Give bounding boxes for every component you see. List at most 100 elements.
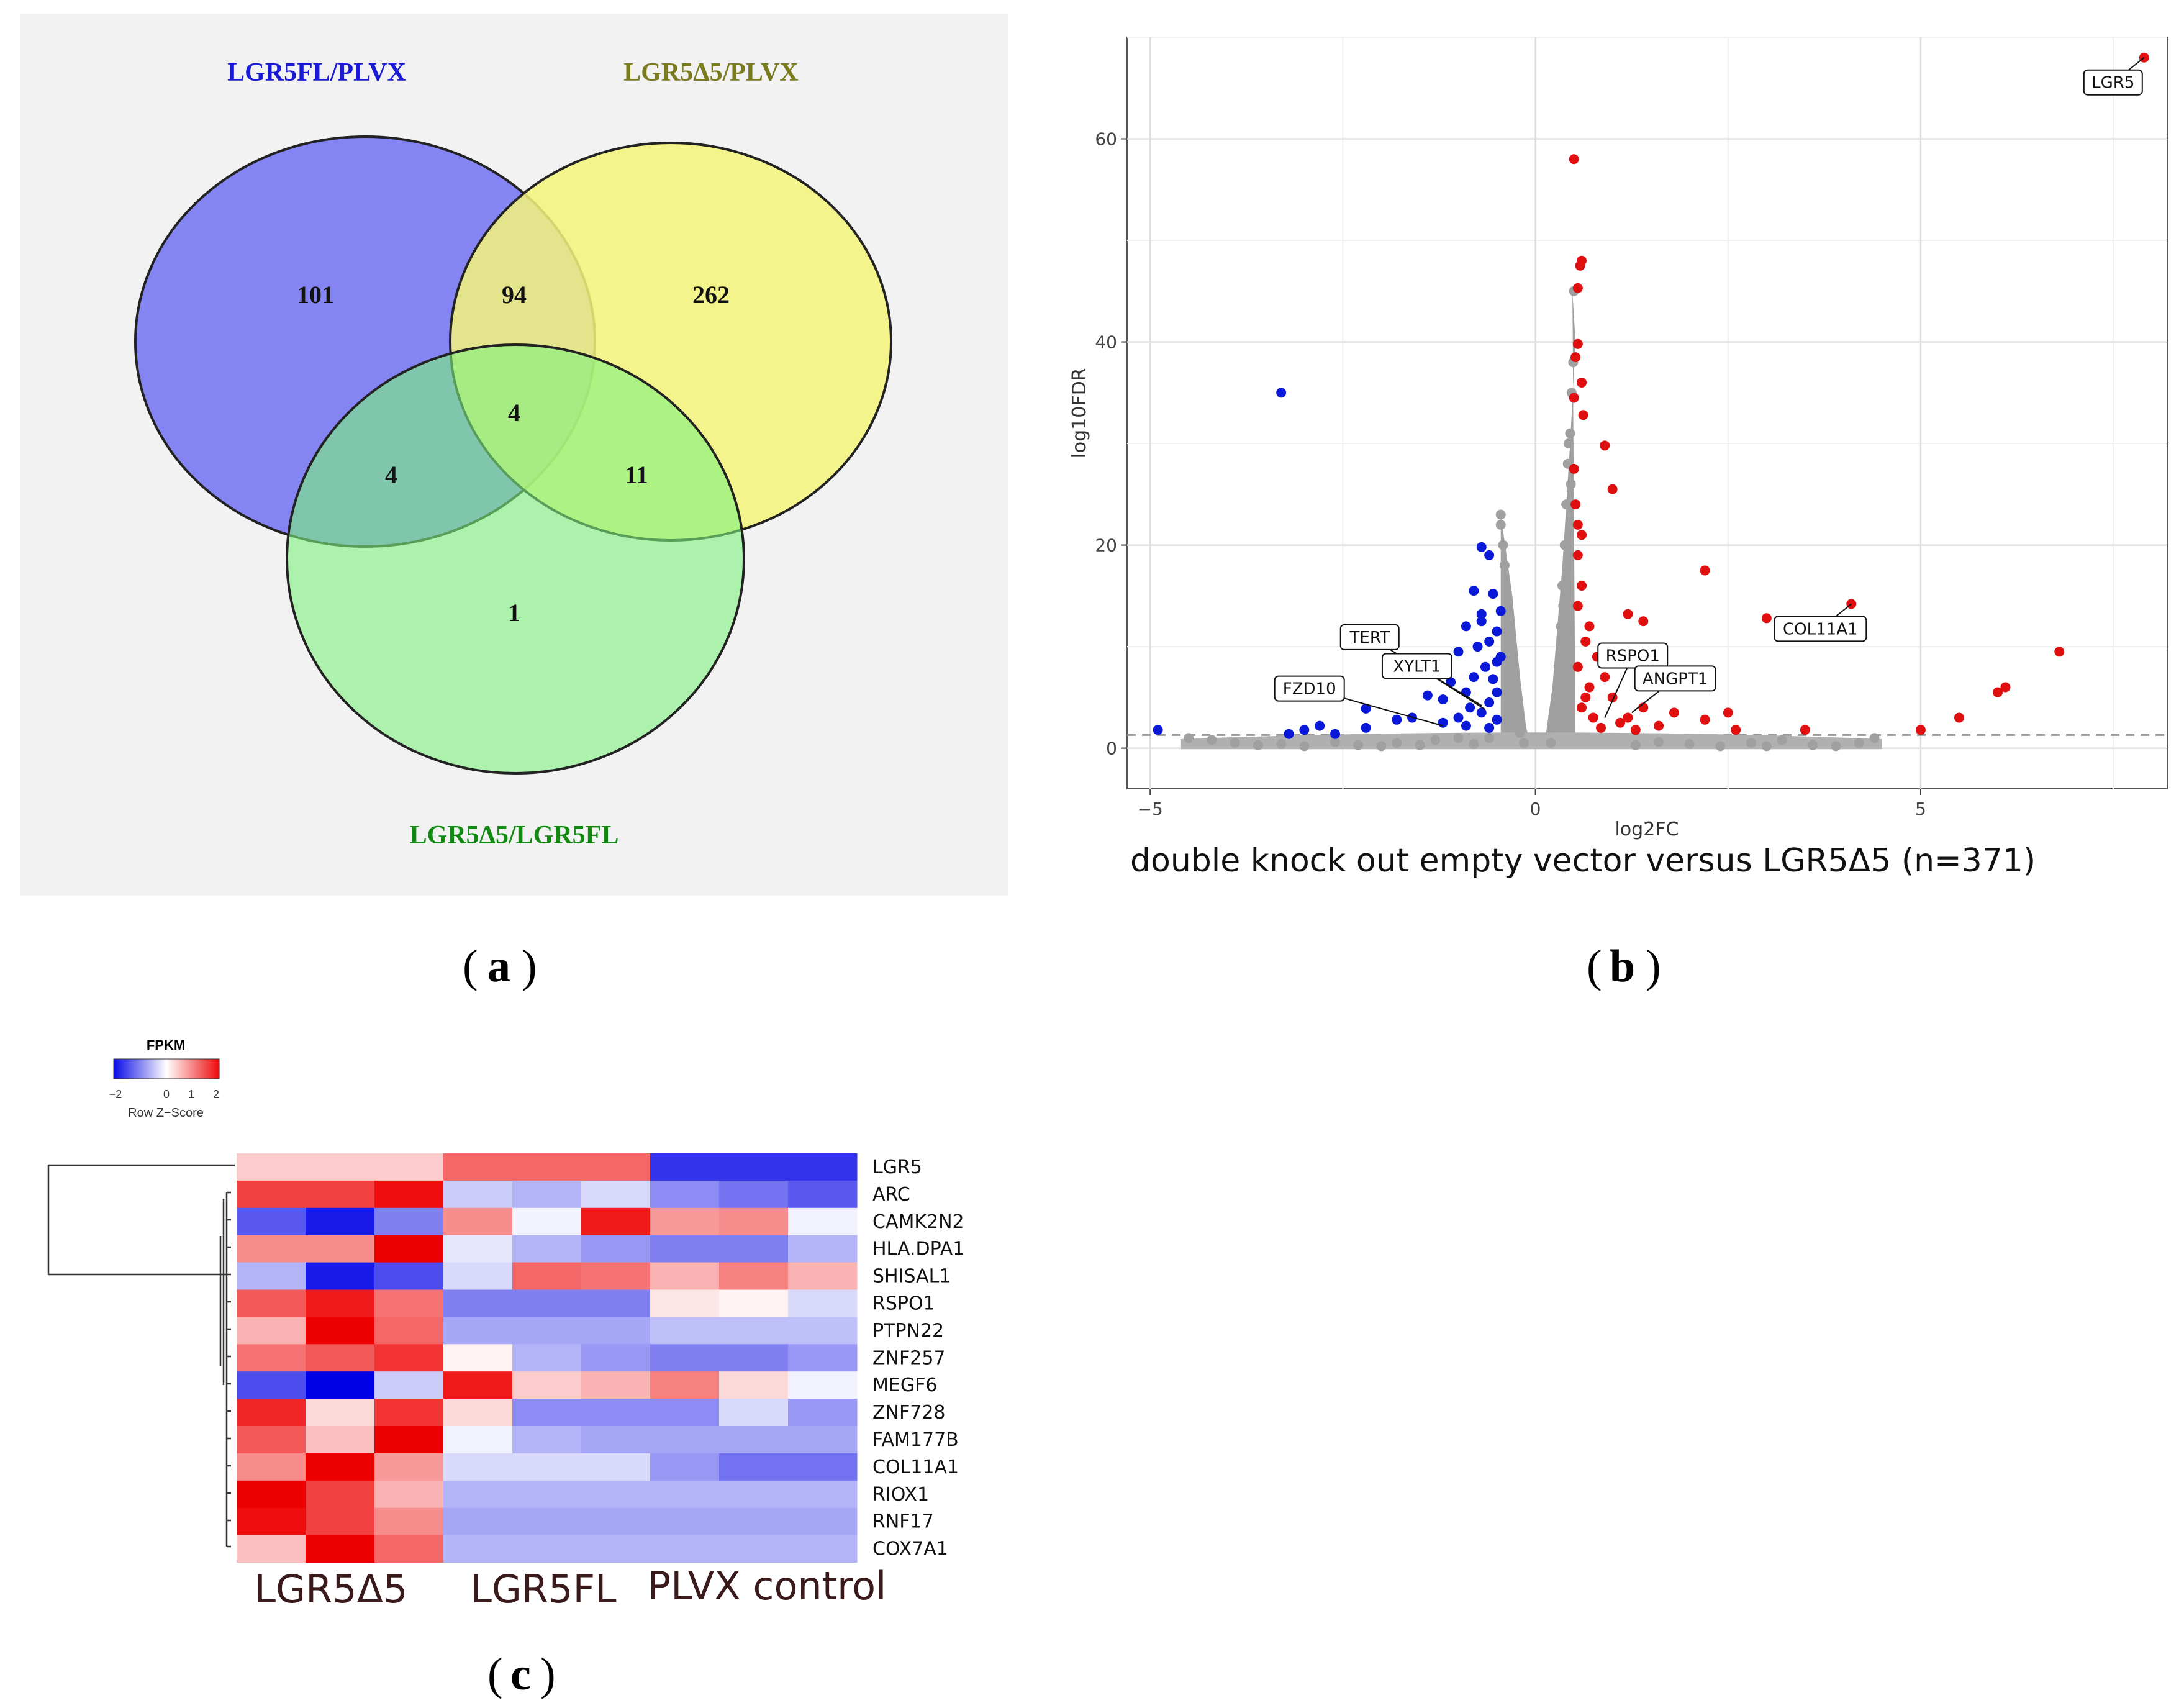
y-tick-label: 20 bbox=[1095, 535, 1117, 556]
volcano-point-up bbox=[1569, 393, 1579, 403]
heatmap-cell bbox=[306, 1180, 375, 1209]
volcano-point-ns bbox=[1484, 733, 1495, 743]
volcano-point-up bbox=[1993, 687, 2003, 697]
gene-row-label: SHISAL1 bbox=[872, 1266, 951, 1288]
volcano-point-ns bbox=[1869, 733, 1880, 743]
volcano-point-up bbox=[1577, 580, 1587, 591]
volcano-point-ns bbox=[1746, 738, 1756, 748]
volcano-point-up bbox=[1584, 682, 1595, 693]
heatmap-cell bbox=[237, 1480, 306, 1509]
y-tick-label: 60 bbox=[1095, 129, 1117, 150]
heatmap-cell bbox=[650, 1453, 720, 1481]
heatmap-cell bbox=[788, 1207, 858, 1236]
heatmap-cell bbox=[581, 1371, 651, 1399]
volcano-point-up bbox=[1572, 661, 1583, 672]
gene-row-label: ZNF728 bbox=[872, 1402, 946, 1424]
volcano-point-down bbox=[1438, 717, 1448, 728]
heatmap-cell bbox=[788, 1317, 858, 1345]
heatmap-cell bbox=[374, 1344, 444, 1372]
heatmap-legend-colorbar bbox=[113, 1058, 220, 1079]
heatmap-cell bbox=[788, 1535, 858, 1563]
heatmap-cell bbox=[719, 1453, 789, 1481]
svg-text:): ) bbox=[522, 941, 537, 992]
heatmap-cell bbox=[237, 1262, 306, 1290]
volcano-point-ns bbox=[1557, 580, 1568, 591]
volcano-point-up bbox=[1570, 499, 1581, 510]
gene-label-box bbox=[1274, 675, 1345, 702]
heatmap-cell bbox=[581, 1235, 651, 1263]
volcano-point-ns bbox=[1499, 560, 1510, 571]
volcano-grid bbox=[1127, 37, 2167, 789]
panel-label-b: ( b ) bbox=[1587, 941, 1661, 992]
heatmap-legend-title: FPKM bbox=[147, 1037, 185, 1053]
volcano-point-up bbox=[1623, 712, 1633, 723]
gene-row-label: FAM177B bbox=[872, 1429, 959, 1451]
heatmap-cell bbox=[237, 1399, 306, 1427]
volcano-point-down bbox=[1153, 725, 1163, 735]
heatmap-cell bbox=[443, 1153, 513, 1181]
heatmap-cell bbox=[306, 1207, 375, 1236]
gene-label-col11a1: COL11A1 bbox=[1783, 620, 1858, 638]
heatmap-cell bbox=[719, 1344, 789, 1372]
volcano-point-down bbox=[1284, 729, 1294, 739]
heatmap-cell bbox=[788, 1426, 858, 1454]
gene-label-box bbox=[1381, 653, 1452, 679]
heatmap-cell bbox=[581, 1426, 651, 1454]
heatmap-legend-subtitle: Row Z−Score bbox=[128, 1106, 204, 1120]
volcano-point-up bbox=[1761, 613, 1772, 624]
volcano-point-up bbox=[1572, 338, 1583, 349]
volcano-point-down bbox=[1422, 690, 1433, 701]
heatmap-cell bbox=[512, 1371, 582, 1399]
heatmap-cell bbox=[650, 1317, 720, 1345]
gene-label-box bbox=[1634, 665, 1716, 692]
volcano-point-ns bbox=[1515, 728, 1525, 738]
heatmap-cell bbox=[374, 1399, 444, 1427]
heatmap-cell bbox=[719, 1289, 789, 1317]
volcano-point-up bbox=[1731, 725, 1741, 735]
venn-set-label-comp: LGR5Δ5/LGR5FL bbox=[410, 821, 619, 850]
volcano-x-axis-label: log2FC bbox=[1615, 819, 1679, 840]
heatmap-cell bbox=[650, 1371, 720, 1399]
volcano-point-down bbox=[1453, 647, 1464, 657]
gene-row-label: ARC bbox=[872, 1184, 910, 1206]
volcano-point-ns bbox=[1505, 652, 1515, 662]
heatmap-cell bbox=[306, 1153, 375, 1181]
volcano-y-axis-label: log10FDR bbox=[1069, 368, 1090, 458]
volcano-point-ns bbox=[1230, 738, 1240, 748]
gene-label-rspo1: RSPO1 bbox=[1606, 647, 1660, 666]
volcano-point-up bbox=[1578, 410, 1588, 420]
volcano-point-up bbox=[1800, 725, 1810, 735]
heatmap-cell bbox=[719, 1371, 789, 1399]
heatmap-cell bbox=[650, 1535, 720, 1563]
svg-text:(: ( bbox=[1587, 941, 1602, 992]
panel-label-c: ( c ) bbox=[487, 1649, 556, 1700]
volcano-point-down bbox=[1476, 542, 1487, 552]
heatmap-cell bbox=[788, 1480, 858, 1509]
heatmap-cell bbox=[512, 1426, 582, 1454]
heatmap-cell bbox=[237, 1317, 306, 1345]
volcano-point-down bbox=[1476, 707, 1487, 718]
volcano-point-up bbox=[1654, 720, 1664, 731]
x-tick-label: 5 bbox=[1915, 799, 1926, 819]
heatmap-cell bbox=[581, 1207, 651, 1236]
heatmap-cell bbox=[581, 1180, 651, 1209]
volcano-point-ns bbox=[1353, 740, 1364, 750]
volcano-point-ns bbox=[1831, 741, 1841, 752]
venn-count-d5-only: 262 bbox=[692, 281, 730, 309]
heatmap-cell bbox=[719, 1317, 789, 1345]
heatmap-cell bbox=[650, 1399, 720, 1427]
y-tick-label: 0 bbox=[1106, 738, 1117, 759]
volcano-point-up bbox=[1584, 621, 1595, 632]
heatmap-cell bbox=[650, 1289, 720, 1317]
legend-tick: 0 bbox=[163, 1088, 170, 1101]
heatmap-cell bbox=[512, 1207, 582, 1236]
volcano-point-up bbox=[1607, 484, 1618, 494]
volcano-point-ns bbox=[1566, 479, 1576, 489]
gene-row-label: COX7A1 bbox=[872, 1538, 948, 1560]
volcano-point-ns bbox=[1553, 661, 1564, 672]
heatmap-panel: FPKM −2 0 1 2 Row Z−Score LGR5 ARC CAMK2N2… bbox=[47, 1037, 964, 1612]
venn-count-fl-only: 101 bbox=[297, 281, 334, 309]
heatmap-cell bbox=[719, 1180, 789, 1209]
heatmap-cell bbox=[374, 1480, 444, 1509]
